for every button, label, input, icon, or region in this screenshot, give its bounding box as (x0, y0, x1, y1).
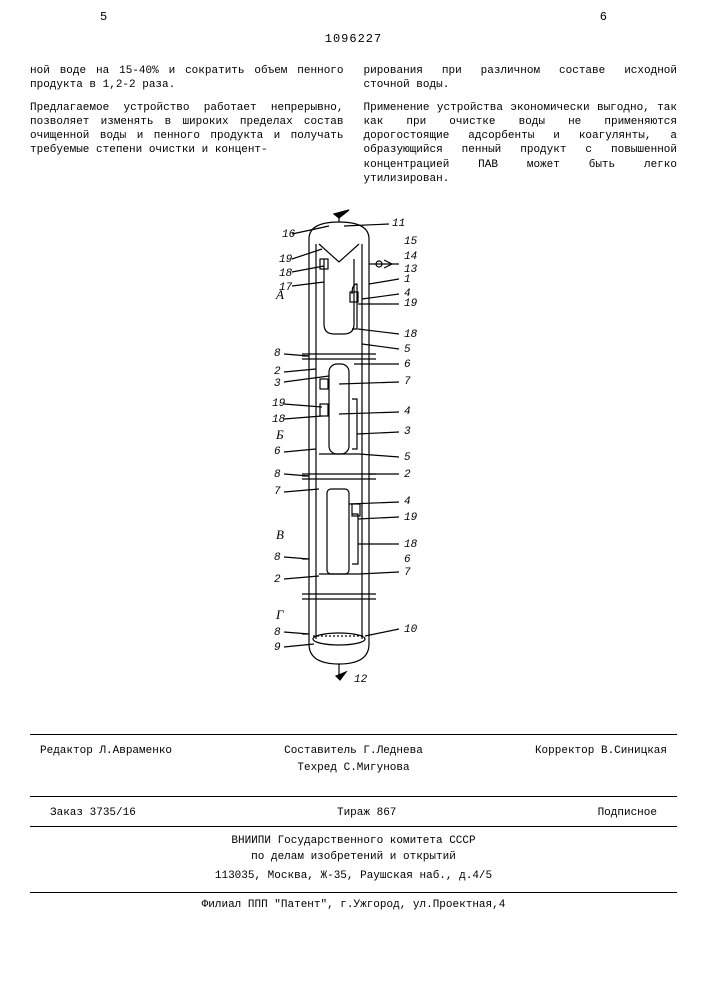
tirage: Тираж 867 (337, 805, 396, 822)
col-right-p1: рирования при различном составе исходной… (364, 64, 678, 93)
svg-text:2: 2 (274, 366, 281, 378)
credits-row: Редактор Л.Авраменко Составитель Г.Ледне… (30, 743, 677, 776)
svg-text:18: 18 (404, 539, 418, 551)
svg-text:11: 11 (392, 218, 405, 230)
org-line1: ВНИИПИ Государственного комитета СССР (30, 833, 677, 850)
techred-name: С.Мигунова (344, 762, 410, 774)
svg-text:19: 19 (404, 512, 418, 524)
footer-block: Редактор Л.Авраменко Составитель Г.Ледне… (30, 743, 677, 914)
col-left-p1: ной воде на 15-40% и сократить объем пен… (30, 64, 344, 93)
techred-label: Техред (297, 762, 337, 774)
footer-separator-bottom (30, 892, 677, 893)
apparatus-diagram: А Б В Г 11 15 14 13 1 4 19 18 5 6 7 4 3 … (224, 204, 484, 694)
col-left-p2: Предлагаемое устройство работает непреры… (30, 101, 344, 158)
svg-text:8: 8 (274, 348, 281, 360)
text-columns: ной воде на 15-40% и сократить объем пен… (30, 64, 677, 194)
corrector-label: Корректор (535, 745, 594, 757)
svg-text:19: 19 (279, 254, 293, 266)
svg-text:18: 18 (272, 414, 286, 426)
sub: Подписное (598, 805, 657, 822)
svg-text:6: 6 (404, 359, 411, 371)
page-num-left: 5 (100, 10, 107, 24)
svg-text:7: 7 (404, 376, 411, 388)
svg-text:18: 18 (279, 268, 293, 280)
order-label: Заказ 3735/16 (50, 805, 136, 822)
svg-text:8: 8 (274, 627, 281, 639)
editor-label: Редактор (40, 745, 93, 757)
editor-name: Л.Авраменко (99, 745, 172, 757)
svg-text:3: 3 (404, 426, 411, 438)
page-numbers: 5 6 (30, 10, 677, 24)
corrector-cell: Корректор В.Синицкая (535, 743, 667, 776)
svg-text:8: 8 (274, 552, 281, 564)
editor-cell: Редактор Л.Авраменко (40, 743, 172, 776)
page-num-right: 6 (600, 10, 607, 24)
filial: Филиал ППП "Патент", г.Ужгород, ул.Проек… (30, 897, 677, 914)
compiler-label: Составитель (284, 745, 357, 757)
compiler-name: Г.Леднева (363, 745, 422, 757)
order-row: Заказ 3735/16 Тираж 867 Подписное (30, 805, 677, 827)
svg-text:Б: Б (275, 427, 284, 442)
svg-text:9: 9 (274, 642, 281, 654)
document-number: 1096227 (30, 32, 677, 46)
svg-text:4: 4 (404, 496, 411, 508)
svg-text:15: 15 (404, 236, 418, 248)
diagram-container: А Б В Г 11 15 14 13 1 4 19 18 5 6 7 4 3 … (30, 204, 677, 694)
svg-text:2: 2 (274, 574, 281, 586)
svg-text:7: 7 (404, 567, 411, 579)
compiler-techred: Составитель Г.Леднева Техред С.Мигунова (172, 743, 535, 776)
svg-text:19: 19 (404, 298, 418, 310)
svg-text:В: В (276, 527, 284, 542)
column-left: ной воде на 15-40% и сократить объем пен… (30, 64, 344, 194)
svg-text:18: 18 (404, 329, 418, 341)
column-right: рирования при различном составе исходной… (364, 64, 678, 194)
svg-text:2: 2 (404, 469, 411, 481)
svg-text:8: 8 (274, 469, 281, 481)
svg-text:3: 3 (274, 378, 281, 390)
svg-text:5: 5 (404, 452, 411, 464)
corrector-name: В.Синицкая (601, 745, 667, 757)
org-line2: по делам изобретений и открытий (30, 849, 677, 866)
svg-text:19: 19 (272, 398, 286, 410)
col-right-p2: Применение устройства экономически выгод… (364, 101, 678, 187)
svg-text:6: 6 (274, 446, 281, 458)
svg-text:6: 6 (404, 554, 411, 566)
svg-text:16: 16 (282, 229, 296, 241)
footer-separator-top (30, 734, 677, 735)
svg-text:Г: Г (275, 607, 284, 622)
svg-text:10: 10 (404, 624, 418, 636)
svg-text:14: 14 (404, 251, 417, 263)
svg-text:12: 12 (354, 674, 368, 686)
svg-text:4: 4 (404, 406, 411, 418)
svg-text:5: 5 (404, 344, 411, 356)
svg-text:1: 1 (404, 274, 411, 286)
footer-separator-mid (30, 796, 677, 797)
address: 113035, Москва, Ж-35, Раушская наб., д.4… (30, 868, 677, 885)
svg-text:17: 17 (279, 282, 293, 294)
svg-text:7: 7 (274, 486, 281, 498)
